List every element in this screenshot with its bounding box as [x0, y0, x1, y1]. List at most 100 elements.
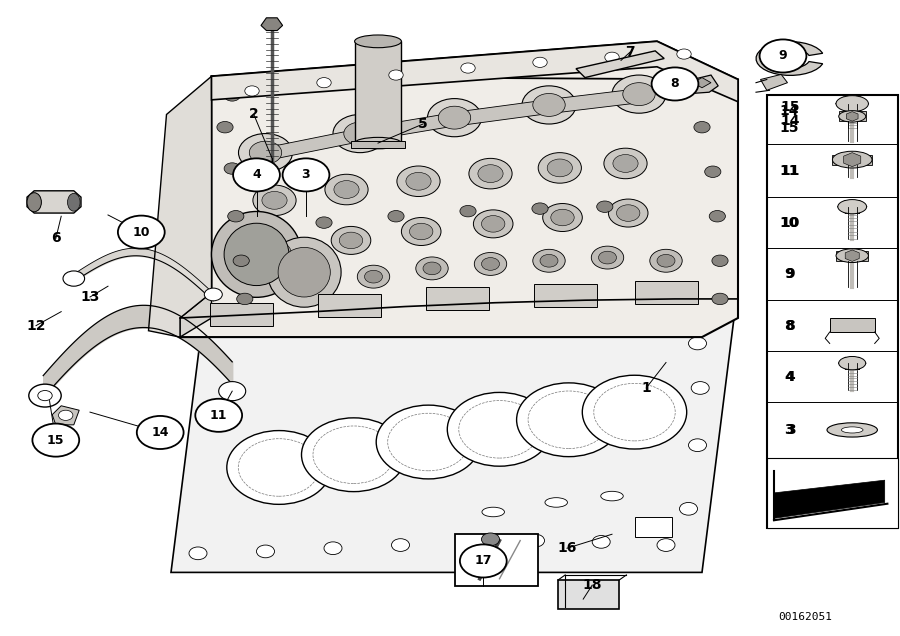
Circle shape	[357, 265, 390, 288]
Polygon shape	[212, 41, 738, 102]
Circle shape	[316, 217, 332, 228]
Circle shape	[237, 293, 253, 305]
Circle shape	[275, 82, 292, 93]
Polygon shape	[148, 76, 211, 337]
Circle shape	[339, 232, 363, 249]
Bar	[318, 294, 381, 317]
Circle shape	[582, 375, 687, 449]
Text: 00162051: 00162051	[778, 612, 832, 622]
Circle shape	[650, 249, 682, 272]
Polygon shape	[261, 18, 283, 31]
Text: 15: 15	[47, 434, 65, 446]
Circle shape	[604, 148, 647, 179]
Circle shape	[302, 418, 406, 492]
Ellipse shape	[355, 137, 401, 149]
Circle shape	[637, 281, 655, 294]
Text: 13: 13	[80, 290, 100, 304]
Circle shape	[559, 59, 575, 71]
Ellipse shape	[224, 223, 289, 286]
Text: 6: 6	[51, 232, 60, 245]
Circle shape	[325, 174, 368, 205]
Polygon shape	[576, 51, 664, 78]
Polygon shape	[756, 41, 823, 76]
Circle shape	[137, 416, 184, 449]
Circle shape	[438, 106, 471, 129]
Text: 3: 3	[784, 423, 794, 437]
Text: 5: 5	[418, 117, 427, 131]
Ellipse shape	[267, 237, 341, 307]
Bar	[455, 534, 538, 586]
Text: 4: 4	[784, 370, 794, 384]
Circle shape	[324, 542, 342, 555]
Circle shape	[389, 70, 403, 80]
Text: 14: 14	[151, 426, 169, 439]
Polygon shape	[693, 78, 711, 88]
Ellipse shape	[836, 249, 868, 263]
Text: 12: 12	[26, 319, 46, 333]
Ellipse shape	[482, 508, 504, 516]
Circle shape	[709, 211, 725, 222]
Circle shape	[195, 399, 242, 432]
Text: 2: 2	[249, 107, 258, 121]
Circle shape	[249, 141, 282, 164]
Circle shape	[224, 163, 240, 174]
Text: 16: 16	[557, 541, 577, 555]
Polygon shape	[680, 75, 718, 94]
Circle shape	[482, 533, 500, 546]
Text: 17: 17	[474, 555, 492, 567]
Circle shape	[778, 50, 802, 67]
Circle shape	[522, 86, 576, 124]
Circle shape	[189, 547, 207, 560]
Text: 1: 1	[642, 381, 651, 395]
Circle shape	[32, 424, 79, 457]
Circle shape	[219, 382, 246, 401]
Bar	[839, 111, 866, 121]
Ellipse shape	[839, 111, 866, 122]
Circle shape	[473, 210, 513, 238]
Text: 8: 8	[670, 78, 680, 90]
Ellipse shape	[601, 491, 623, 501]
Polygon shape	[542, 88, 646, 114]
Circle shape	[364, 270, 382, 283]
Text: 8: 8	[784, 319, 794, 333]
Circle shape	[688, 337, 706, 350]
Circle shape	[691, 382, 709, 394]
Polygon shape	[774, 480, 885, 518]
Circle shape	[233, 158, 280, 191]
Circle shape	[482, 216, 505, 232]
Circle shape	[228, 211, 244, 222]
Ellipse shape	[212, 211, 302, 298]
Circle shape	[450, 284, 468, 297]
Bar	[355, 41, 401, 143]
Circle shape	[460, 205, 476, 217]
Polygon shape	[27, 191, 81, 213]
Text: 8: 8	[786, 319, 796, 333]
Text: 9: 9	[778, 50, 788, 62]
Circle shape	[344, 122, 376, 145]
Polygon shape	[353, 111, 462, 143]
Circle shape	[118, 216, 165, 249]
Bar	[832, 155, 872, 165]
Bar	[426, 287, 489, 310]
Text: 4: 4	[786, 370, 796, 384]
Circle shape	[705, 166, 721, 177]
Text: 3: 3	[786, 423, 796, 437]
Polygon shape	[258, 127, 367, 162]
Polygon shape	[760, 74, 788, 90]
Circle shape	[574, 280, 592, 293]
Text: 11: 11	[210, 409, 228, 422]
Ellipse shape	[545, 497, 568, 508]
Text: 10: 10	[132, 226, 150, 238]
Text: 3: 3	[302, 169, 310, 181]
Circle shape	[482, 258, 500, 270]
Bar	[836, 251, 868, 261]
Circle shape	[256, 545, 274, 558]
Text: 9: 9	[784, 267, 794, 281]
Polygon shape	[180, 41, 738, 337]
Bar	[558, 580, 619, 609]
Circle shape	[423, 262, 441, 275]
Text: 15: 15	[780, 99, 800, 114]
Circle shape	[652, 67, 698, 100]
Circle shape	[317, 78, 331, 88]
Circle shape	[591, 246, 624, 269]
